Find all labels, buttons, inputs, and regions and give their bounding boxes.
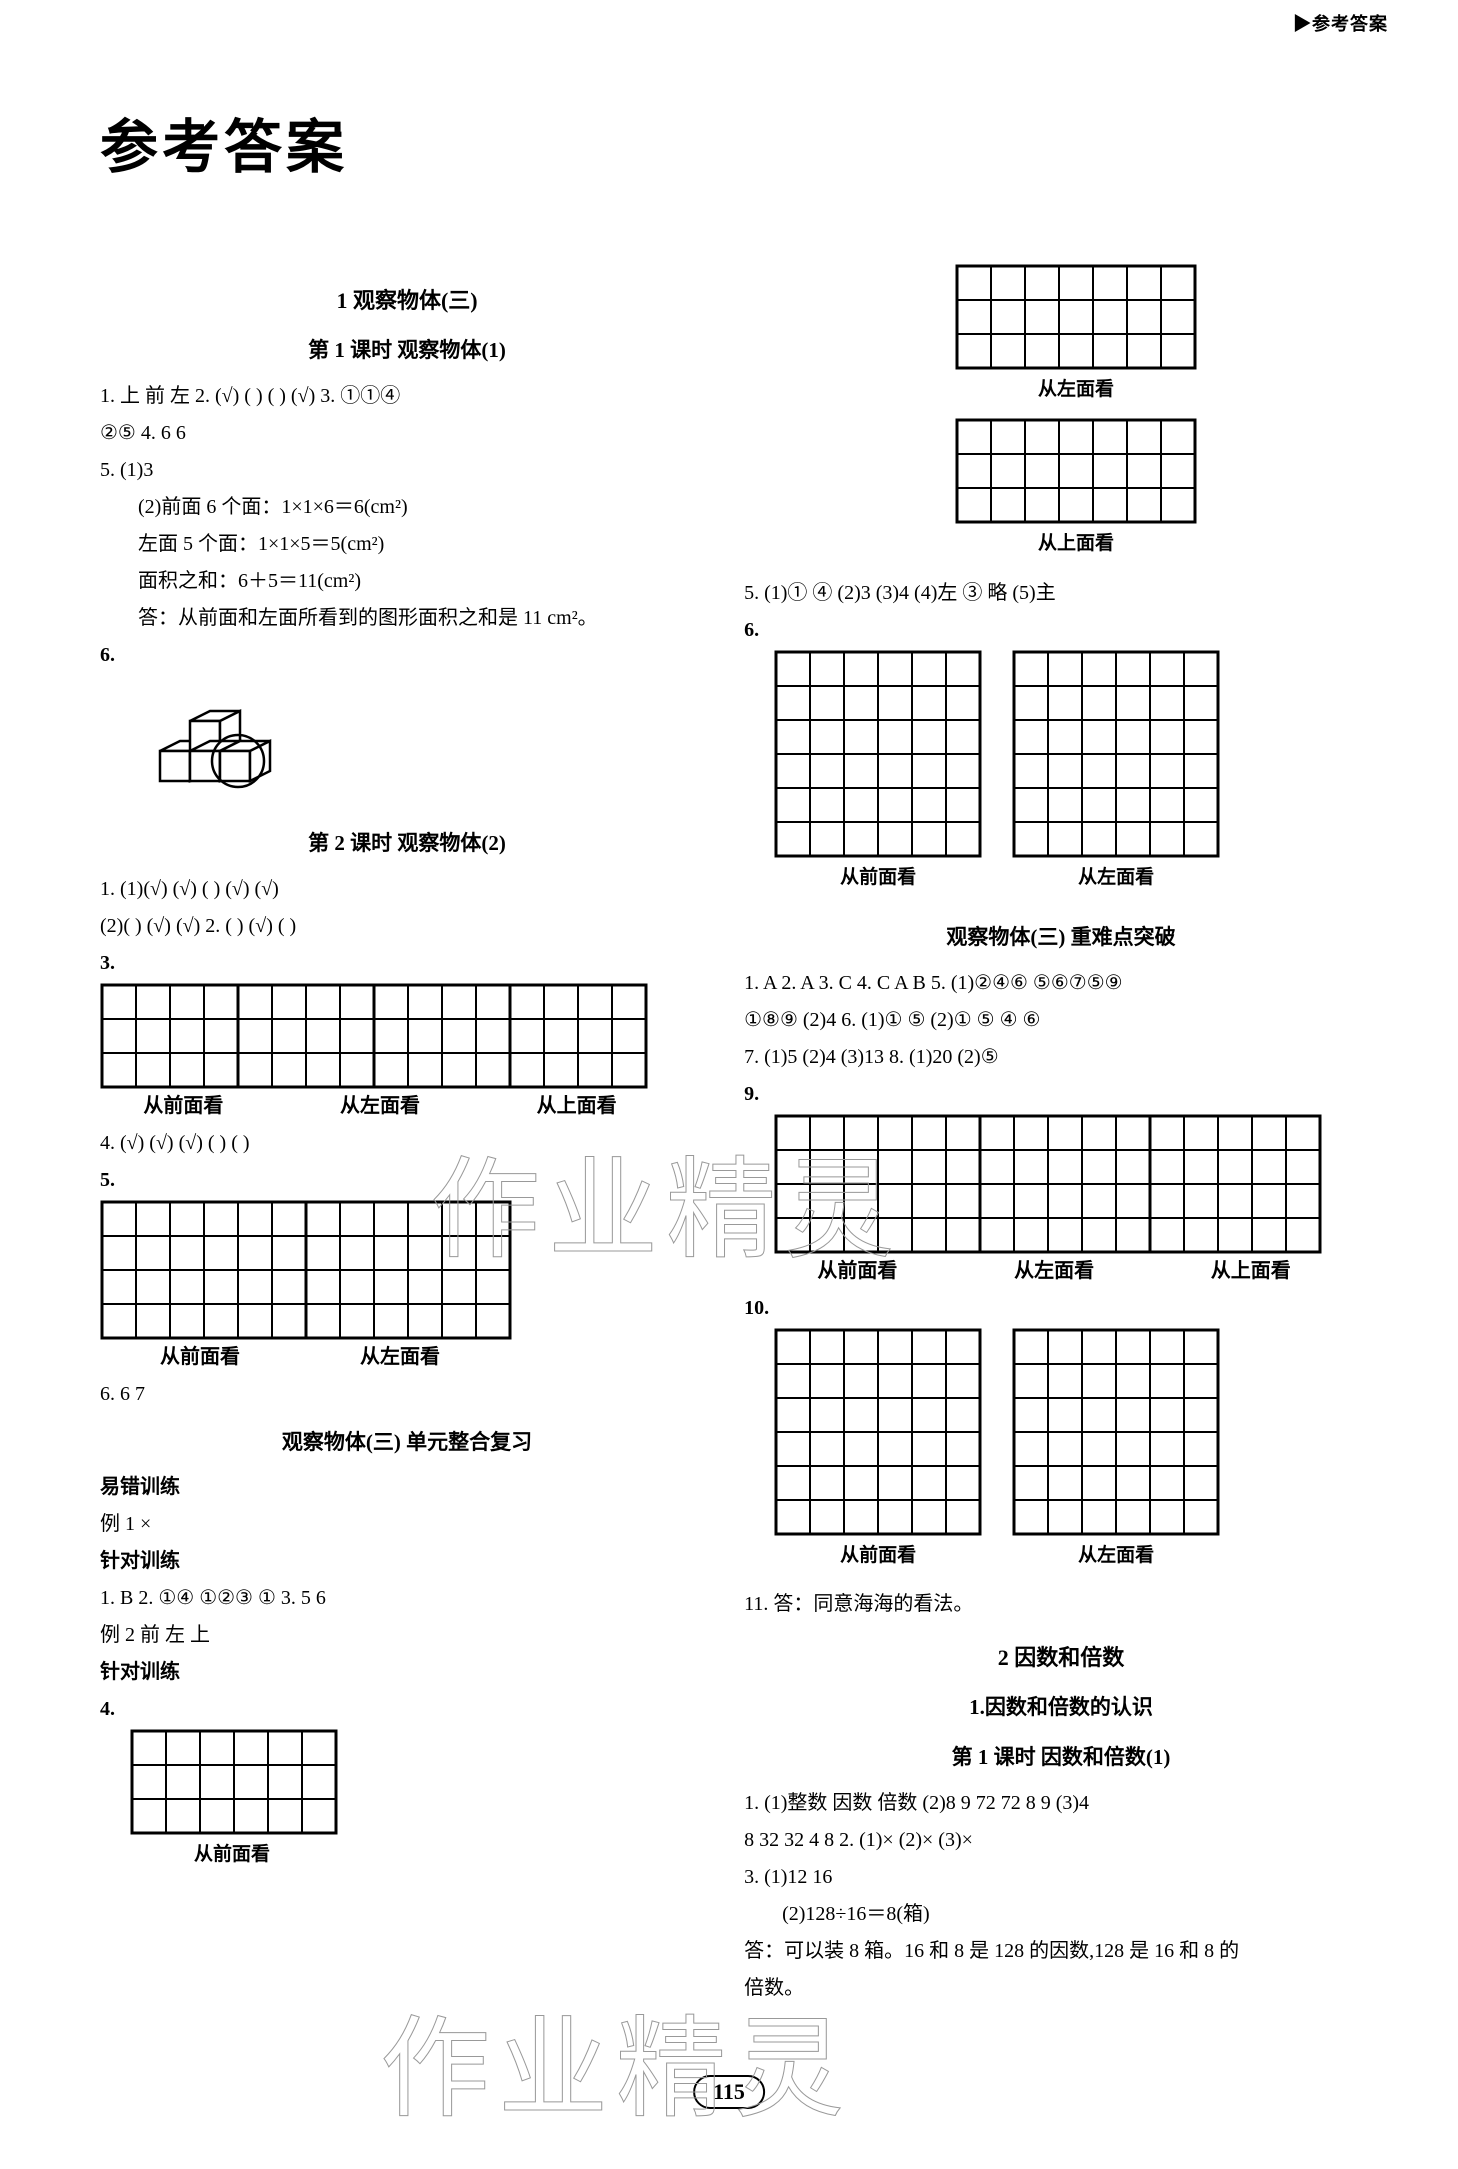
cubes-figure — [130, 681, 310, 791]
unit2-title: 2 因数和倍数 — [744, 1639, 1378, 1676]
caption: 从上面看 — [1211, 1254, 1291, 1288]
caption: 从左面看 — [340, 1089, 420, 1123]
text-line: 8 32 32 4 8 2. (1)× (2)× (3)× — [744, 1823, 1378, 1857]
text-line: 面积之和：6＋5＝11(cm²) — [100, 564, 714, 598]
q6-label: 6. — [744, 613, 1378, 647]
text-line: 1. (1)整数 因数 倍数 (2)8 9 72 72 8 9 (3)4 — [744, 1786, 1378, 1820]
text-line: 7. (1)5 (2)4 (3)13 8. (1)20 (2)⑤ — [744, 1040, 1378, 1074]
grid-6b — [1012, 650, 1220, 858]
grid-q4 — [130, 1729, 338, 1835]
text-line: ②⑤ 4. 6 6 — [100, 416, 714, 450]
review-title: 观察物体(三) 单元整合复习 — [100, 1425, 714, 1461]
grid-6a — [774, 650, 982, 858]
text-line: 3. (1)12 16 — [744, 1860, 1378, 1894]
grid-top1 — [955, 264, 1197, 370]
text-line: 1. B 2. ①④ ①②③ ① 3. 5 6 — [100, 1581, 714, 1615]
text-line: (2)128÷16＝8(箱) — [744, 1897, 1378, 1931]
text-line: 1. (1)(√) (√) ( ) (√) (√) — [100, 872, 714, 906]
q6-label: 6. — [100, 638, 714, 672]
caption: 从上面看 — [1038, 528, 1114, 560]
q9-label: 9. — [744, 1077, 1378, 1111]
left-column: 1 观察物体(三) 第 1 课时 观察物体(1) 1. 上 前 左 2. (√)… — [100, 264, 714, 2008]
caption: 从前面看 — [840, 1540, 916, 1572]
grid-10a — [774, 1328, 982, 1536]
q3-label: 3. — [100, 946, 714, 980]
text-line: (2)( ) (√) (√) 2. ( ) (√) ( ) — [100, 909, 714, 943]
main-columns: 1 观察物体(三) 第 1 课时 观察物体(1) 1. 上 前 左 2. (√)… — [100, 264, 1378, 2008]
text-line: ①⑧⑨ (2)4 6. (1)① ⑤ (2)① ⑤ ④ ⑥ — [744, 1003, 1378, 1037]
text-line: 6. 6 7 — [100, 1377, 714, 1411]
text-line: 1. 上 前 左 2. (√) ( ) ( ) (√) 3. ①①④ — [100, 379, 714, 413]
text-line: 倍数。 — [744, 1971, 1378, 2005]
caption: 从前面看 — [817, 1254, 897, 1288]
grid-top2 — [955, 418, 1197, 524]
q5-label: 5. — [100, 1163, 714, 1197]
caption: 从上面看 — [537, 1089, 617, 1123]
text-line: 左面 5 个面：1×1×5＝5(cm²) — [100, 527, 714, 561]
page-number: 115 — [693, 2075, 765, 2109]
grid-q5 — [100, 1200, 512, 1340]
lesson2-1: 第 1 课时 因数和倍数(1) — [744, 1740, 1378, 1776]
grid-9 — [774, 1114, 1322, 1254]
text-line: 11. 答：同意海海的看法。 — [744, 1587, 1378, 1621]
caption: 从左面看 — [1014, 1254, 1094, 1288]
lesson2-title: 第 2 课时 观察物体(2) — [100, 826, 714, 862]
text-line: 4. (√) (√) (√) ( ) ( ) — [100, 1126, 714, 1160]
text-line: 答：可以装 8 箱。16 和 8 是 128 的因数,128 是 16 和 8 … — [744, 1934, 1378, 1968]
caption: 从左面看 — [1078, 862, 1154, 894]
unit1-title: 1 观察物体(三) — [100, 282, 714, 319]
heading: 针对训练 — [100, 1544, 714, 1578]
heading: 针对训练 — [100, 1655, 714, 1689]
text-line: 答：从前面和左面所看到的图形面积之和是 11 cm²。 — [100, 601, 714, 635]
grid-10b — [1012, 1328, 1220, 1536]
caption: 从前面看 — [143, 1089, 223, 1123]
corner-label: ▶参考答案 — [1293, 10, 1388, 36]
caption: 从左面看 — [1078, 1540, 1154, 1572]
caption: 从前面看 — [130, 1839, 334, 1871]
q10-label: 10. — [744, 1291, 1378, 1325]
text-line: 例 2 前 左 上 — [100, 1618, 714, 1652]
caption: 从左面看 — [360, 1340, 440, 1374]
caption: 从左面看 — [1038, 374, 1114, 406]
text-line: (2)前面 6 个面：1×1×6＝6(cm²) — [100, 490, 714, 524]
hard-title: 观察物体(三) 重难点突破 — [744, 920, 1378, 956]
lesson1-title: 第 1 课时 观察物体(1) — [100, 333, 714, 369]
caption: 从前面看 — [840, 862, 916, 894]
grid-q3 — [100, 983, 648, 1089]
sub2-1: 1.因数和倍数的认识 — [744, 1690, 1378, 1726]
right-column: 从左面看 从上面看 5. (1)① ④ (2)3 (3)4 (4)左 ③ 略 (… — [744, 264, 1378, 2008]
q4-label: 4. — [100, 1692, 714, 1726]
page-title: 参考答案 — [100, 100, 1378, 184]
text-line: 1. A 2. A 3. C 4. C A B 5. (1)②④⑥ ⑤⑥⑦⑤⑨ — [744, 966, 1378, 1000]
heading: 易错训练 — [100, 1470, 714, 1504]
text-line: 5. (1)① ④ (2)3 (3)4 (4)左 ③ 略 (5)主 — [744, 576, 1378, 610]
text-line: 5. (1)3 — [100, 453, 714, 487]
caption: 从前面看 — [160, 1340, 240, 1374]
text-line: 例 1 × — [100, 1507, 714, 1541]
